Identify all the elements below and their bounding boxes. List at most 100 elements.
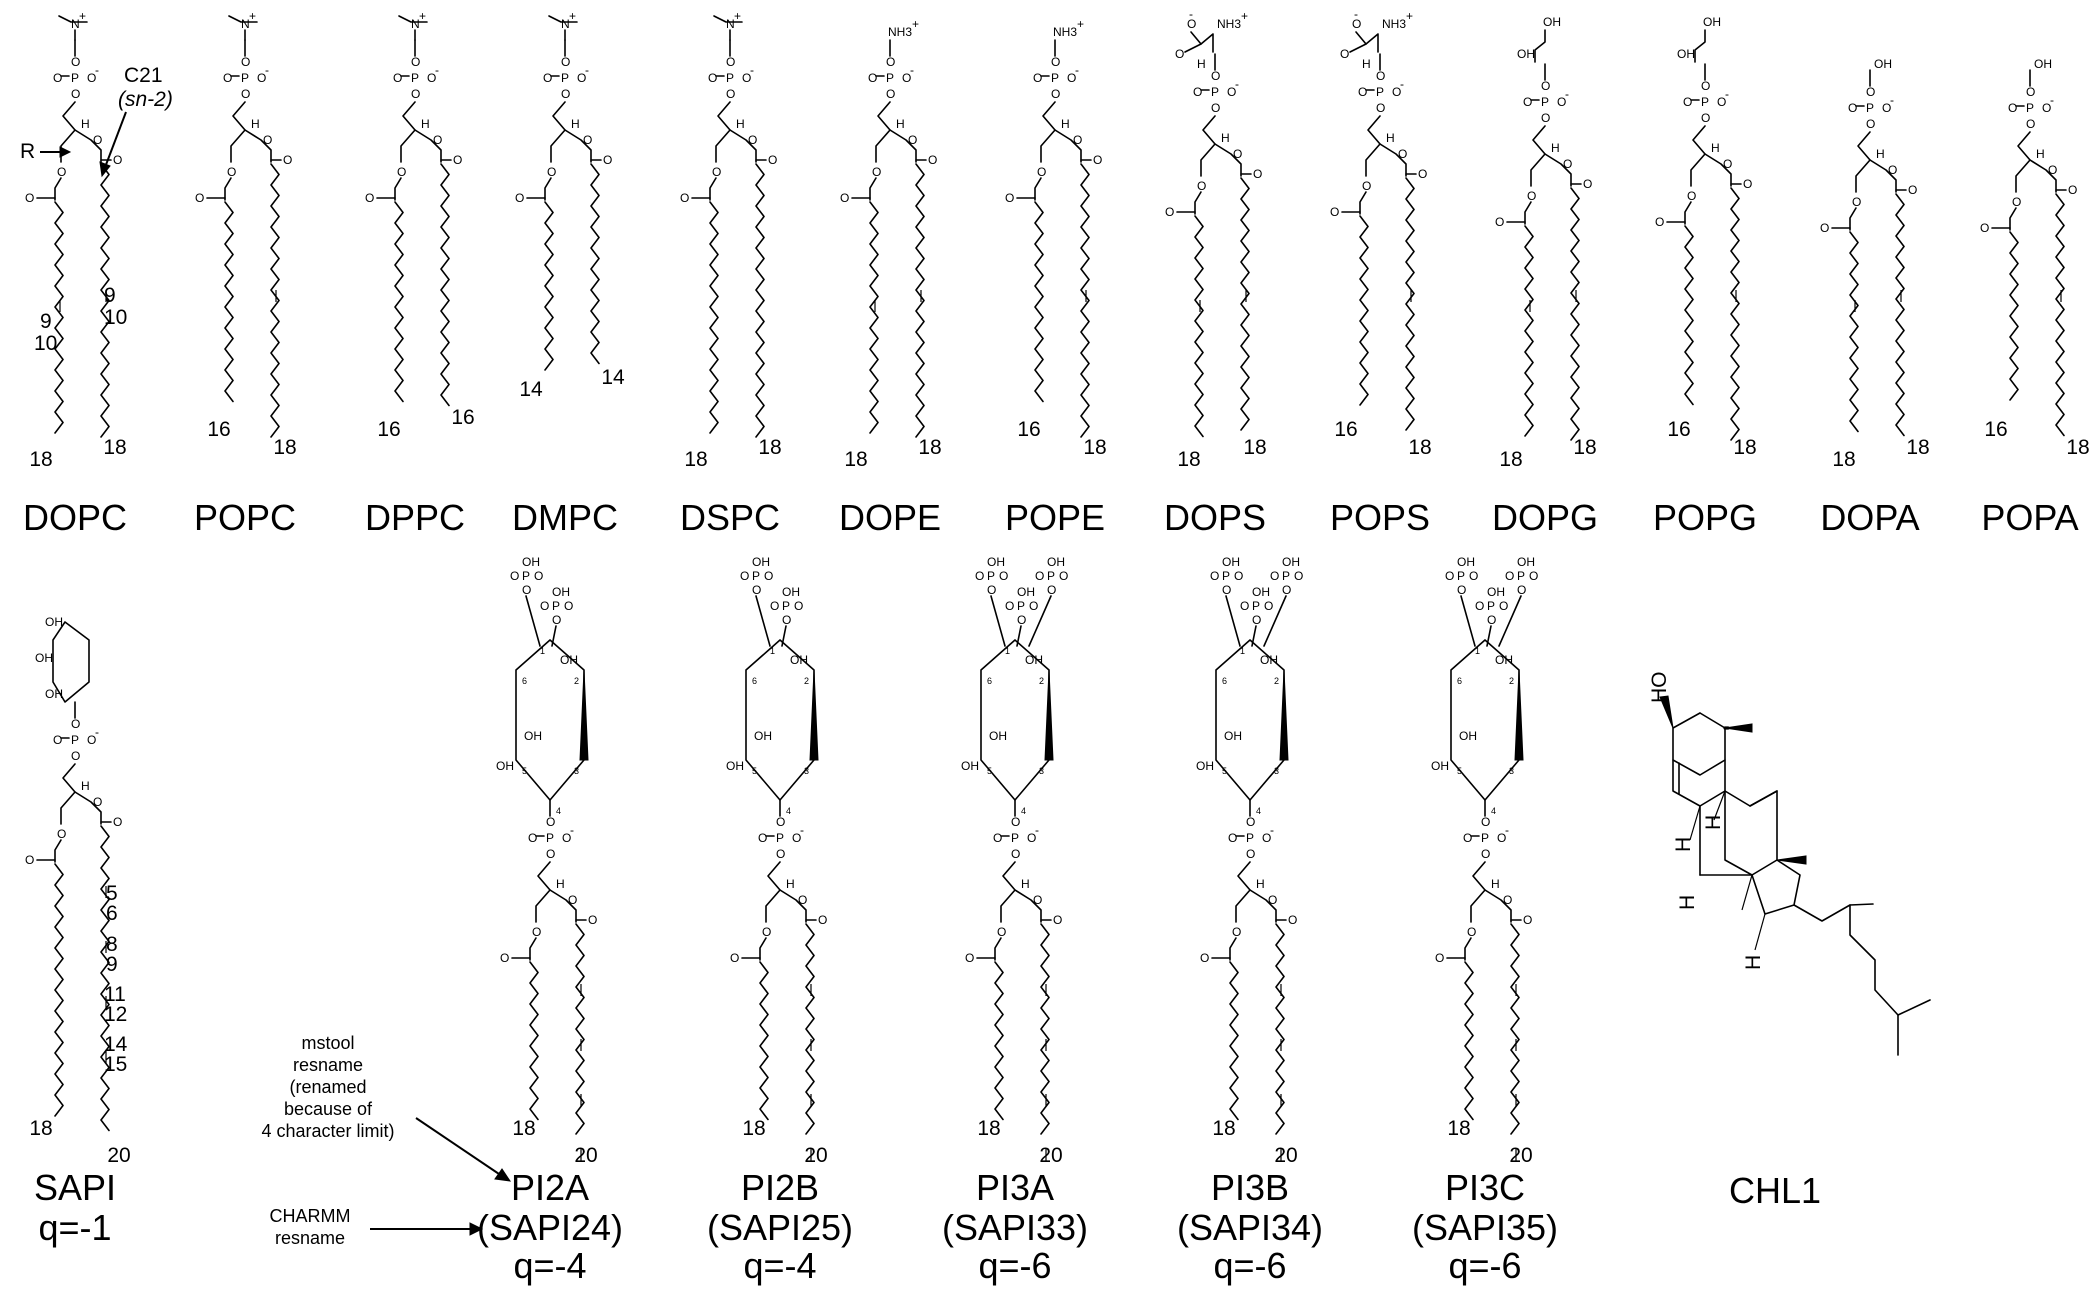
hydroxyl-group: OH xyxy=(35,651,53,665)
oxygen-atom: O xyxy=(1481,847,1490,861)
charge-minus: - xyxy=(1235,77,1239,91)
hydroxyl-group: OH xyxy=(754,729,772,743)
oxygen-atom: O xyxy=(1475,599,1484,613)
oxygen-atom: O xyxy=(568,893,577,907)
oxygen-atom: O xyxy=(1358,85,1367,99)
chol-h3-label: H xyxy=(1676,895,1699,910)
oxygen-atom: O xyxy=(1499,599,1508,613)
hydroxyl-group: OH xyxy=(1224,729,1242,743)
phosphorus-atom: P xyxy=(1376,85,1384,99)
ring-position-1: 1 xyxy=(1005,646,1010,656)
glycerol-backbone xyxy=(535,861,551,923)
oxygen-atom: O xyxy=(1457,583,1466,597)
charge-minus: - xyxy=(800,823,804,837)
ring-wedge xyxy=(1279,669,1289,761)
sn2-ester xyxy=(244,129,272,163)
ring-position-3: 3 xyxy=(1509,766,1514,776)
oxygen-atom: O xyxy=(223,71,232,85)
phosphorus-atom: P xyxy=(546,831,554,845)
oxygen-atom: O xyxy=(1701,111,1710,125)
ring-position-2: 2 xyxy=(1274,676,1279,686)
hydroxyl-group: OH xyxy=(1703,15,1721,29)
carbonyl-bond xyxy=(1349,43,1367,53)
sn2-chain xyxy=(575,923,585,1135)
oxygen-atom: O xyxy=(908,133,917,147)
ring-position-6: 6 xyxy=(1222,676,1227,686)
sn2-terminal-carbon: 18 xyxy=(2066,436,2089,459)
phosphorus-atom: P xyxy=(1011,831,1019,845)
chol-h2-label: H xyxy=(1702,815,1725,830)
oxygen-atom: O xyxy=(1232,925,1241,939)
oxygen-atom: O xyxy=(1527,189,1536,203)
hydrogen-atom: H xyxy=(1876,147,1885,161)
oxygen-atom: O xyxy=(886,87,895,101)
sapi-db-labels: 5 6 8 9 11 12 14 15 xyxy=(104,882,128,1076)
sn2-ester xyxy=(414,129,442,163)
hydroxyl-group: OH xyxy=(45,615,63,629)
lipid-name: POPE xyxy=(1005,497,1105,538)
nitrogen-atom: N xyxy=(241,17,250,31)
ring-position-4: 4 xyxy=(556,806,561,816)
sn1-ester xyxy=(394,177,402,201)
sn1-ester xyxy=(994,937,1002,961)
dopc-annotations: C21 (sn-2) R 9 10 9 10 xyxy=(20,64,173,355)
amine-group: NH3 xyxy=(888,25,912,39)
oxygen-atom: O xyxy=(87,733,96,747)
oxygen-atom: O xyxy=(1882,101,1891,115)
sn1-terminal-carbon: 18 xyxy=(1499,448,1522,471)
oxygen-atom: O xyxy=(1487,613,1496,627)
lipid-name: DOPS xyxy=(1164,497,1266,538)
oxygen-atom: O xyxy=(1073,133,1082,147)
sn2-chain xyxy=(1895,193,1905,437)
sn2-ester xyxy=(74,129,102,163)
sn1-terminal-carbon: 16 xyxy=(1667,418,1690,441)
hydrogen-atom: H xyxy=(1197,57,1206,71)
charge-minus: - xyxy=(1505,823,1509,837)
oxygen-atom: O xyxy=(1655,215,1664,229)
oxygen-atom: O xyxy=(798,893,807,907)
mstool-note-line1: mstool xyxy=(301,1033,354,1053)
sn2-chain xyxy=(1570,187,1580,441)
oxygen-atom: O xyxy=(543,71,552,85)
sn1-ester xyxy=(709,177,717,201)
r-arrowhead xyxy=(59,146,72,158)
ring-position-1: 1 xyxy=(1240,646,1245,656)
sn2-ester xyxy=(779,889,807,923)
phosphorus-atom: P xyxy=(1047,569,1055,583)
sapi-db-15: 15 xyxy=(104,1053,127,1076)
charge-plus: + xyxy=(569,9,576,23)
hydroxyl-group: OH xyxy=(1543,15,1561,29)
hydrogen-atom: H xyxy=(2036,147,2045,161)
sn1-ester xyxy=(1034,177,1042,201)
sn2-ester xyxy=(1249,889,1277,923)
hydrogen-atom: H xyxy=(1711,141,1720,155)
oxygen-atom: O xyxy=(1717,95,1726,109)
oxygen-atom: O xyxy=(522,583,531,597)
amine-group: NH3 xyxy=(1217,17,1241,31)
glycerol-backbone xyxy=(1200,115,1216,177)
hydroxyl-group: OH xyxy=(1495,653,1513,667)
glycerol-backbone xyxy=(1855,131,1871,193)
charge-minus: - xyxy=(95,63,99,77)
oxygen-atom: O xyxy=(25,853,34,867)
oxygen-atom: O xyxy=(1481,815,1490,829)
sn1-terminal-carbon: 16 xyxy=(377,418,400,441)
oxygen-atom: O xyxy=(2042,101,2051,115)
sn2-ester xyxy=(564,129,592,163)
c21-sn2-label: (sn-2) xyxy=(118,88,173,111)
hydrogen-atom: H xyxy=(1221,131,1230,145)
sn2-chain xyxy=(915,163,925,438)
phosphate-bond xyxy=(551,625,557,647)
hydroxyl-group: OH xyxy=(552,585,570,599)
charge-minus: - xyxy=(910,63,914,77)
sn1-terminal-carbon: 18 xyxy=(742,1117,765,1140)
sn2-terminal-carbon: 14 xyxy=(601,366,625,389)
oxygen-atom: O xyxy=(1211,101,1220,115)
hydroxyl-group: OH xyxy=(1252,585,1270,599)
methyl-bonds xyxy=(228,15,258,23)
